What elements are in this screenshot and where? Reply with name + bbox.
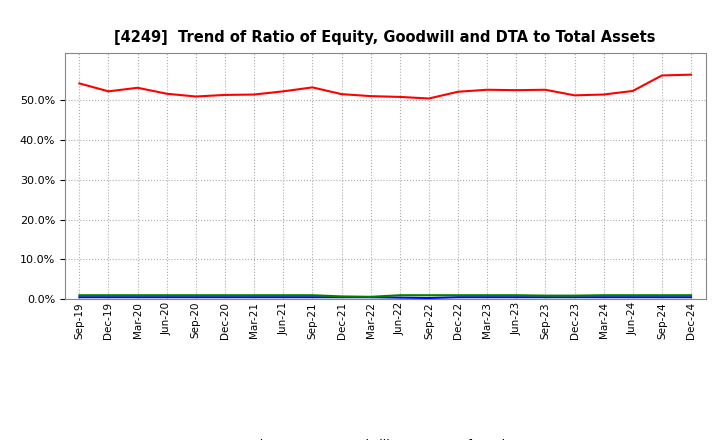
Deferred Tax Assets xyxy=(541,293,550,298)
Goodwill xyxy=(425,295,433,301)
Goodwill xyxy=(483,294,492,300)
Deferred Tax Assets xyxy=(395,293,404,298)
Goodwill xyxy=(133,294,142,300)
Equity xyxy=(599,92,608,97)
Equity xyxy=(75,81,84,86)
Deferred Tax Assets xyxy=(250,293,258,298)
Goodwill xyxy=(629,294,637,300)
Deferred Tax Assets xyxy=(133,293,142,298)
Goodwill xyxy=(454,294,462,300)
Deferred Tax Assets xyxy=(220,293,229,298)
Deferred Tax Assets xyxy=(425,293,433,298)
Deferred Tax Assets xyxy=(657,293,666,298)
Goodwill xyxy=(104,294,113,300)
Goodwill xyxy=(250,294,258,300)
Equity xyxy=(220,92,229,98)
Deferred Tax Assets xyxy=(337,294,346,299)
Equity xyxy=(395,94,404,99)
Goodwill xyxy=(279,294,287,300)
Title: [4249]  Trend of Ratio of Equity, Goodwill and DTA to Total Assets: [4249] Trend of Ratio of Equity, Goodwil… xyxy=(114,29,656,45)
Equity xyxy=(425,96,433,101)
Deferred Tax Assets xyxy=(75,293,84,298)
Deferred Tax Assets xyxy=(454,293,462,298)
Goodwill xyxy=(163,294,171,300)
Deferred Tax Assets xyxy=(629,293,637,298)
Equity xyxy=(687,72,696,77)
Deferred Tax Assets xyxy=(279,293,287,298)
Goodwill xyxy=(308,294,317,300)
Equity xyxy=(104,89,113,94)
Goodwill xyxy=(220,294,229,300)
Goodwill xyxy=(599,294,608,300)
Goodwill xyxy=(337,294,346,300)
Goodwill xyxy=(570,294,579,300)
Equity xyxy=(629,88,637,94)
Goodwill xyxy=(192,294,200,300)
Goodwill xyxy=(657,294,666,300)
Goodwill xyxy=(395,295,404,300)
Equity xyxy=(279,89,287,94)
Deferred Tax Assets xyxy=(512,293,521,298)
Line: Deferred Tax Assets: Deferred Tax Assets xyxy=(79,295,691,297)
Deferred Tax Assets xyxy=(192,293,200,298)
Equity xyxy=(541,87,550,92)
Deferred Tax Assets xyxy=(308,293,317,298)
Equity xyxy=(133,85,142,90)
Deferred Tax Assets xyxy=(104,293,113,298)
Equity xyxy=(366,93,375,99)
Goodwill xyxy=(512,294,521,300)
Goodwill xyxy=(366,294,375,300)
Goodwill xyxy=(75,294,84,300)
Deferred Tax Assets xyxy=(599,293,608,298)
Deferred Tax Assets xyxy=(570,293,579,298)
Equity xyxy=(192,94,200,99)
Goodwill xyxy=(687,294,696,300)
Deferred Tax Assets xyxy=(163,293,171,298)
Equity xyxy=(337,92,346,97)
Equity xyxy=(512,88,521,93)
Equity xyxy=(570,93,579,98)
Line: Goodwill: Goodwill xyxy=(79,297,691,298)
Line: Equity: Equity xyxy=(79,75,691,99)
Equity xyxy=(308,85,317,90)
Equity xyxy=(483,87,492,92)
Equity xyxy=(454,89,462,95)
Legend: Equity, Goodwill, Deferred Tax Assets: Equity, Goodwill, Deferred Tax Assets xyxy=(191,433,580,440)
Equity xyxy=(250,92,258,97)
Deferred Tax Assets xyxy=(687,293,696,298)
Deferred Tax Assets xyxy=(366,294,375,300)
Goodwill xyxy=(541,294,550,300)
Equity xyxy=(163,91,171,96)
Deferred Tax Assets xyxy=(483,293,492,298)
Equity xyxy=(657,73,666,78)
